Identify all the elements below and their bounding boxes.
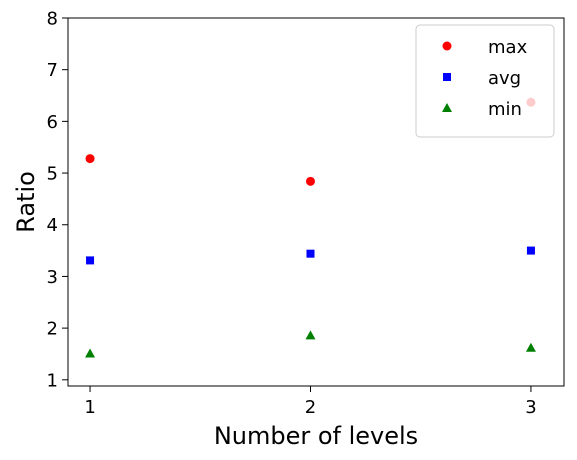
legend-marker-max [442,41,452,51]
y-tick-label: 8 [47,9,58,30]
legend-label-avg: avg [488,68,521,89]
data-point-max [305,176,315,186]
x-tick-label: 3 [525,397,536,418]
legend: max avg min [415,24,555,138]
plot-area: 1 2 3 1 2 3 4 5 6 7 8 [47,9,537,419]
axes-frame [67,17,565,387]
data-point-avg [86,256,95,265]
data-point-avg [526,246,535,255]
y-tick-label: 3 [47,267,58,288]
y-tick-label: 5 [47,164,58,185]
y-tick-label: 7 [47,60,58,81]
data-point-min [305,330,316,340]
data-point-avg [306,249,315,258]
x-tick-label: 2 [305,397,316,418]
y-tick-label: 1 [47,370,58,391]
legend-marker-avg [443,73,451,81]
legend-label-max: max [488,37,528,58]
legend-label-min: min [488,99,522,120]
y-axis-label: Ratio [12,171,40,233]
y-tick-label: 2 [47,319,58,340]
data-point-max [85,154,95,164]
y-tick-label: 6 [47,112,58,133]
y-tick-label: 4 [47,215,58,236]
data-point-min [85,348,96,358]
legend-box [415,24,555,138]
data-point-min [525,342,536,352]
legend-marker-min [442,103,452,112]
x-axis-label: Number of levels [214,422,418,450]
x-tick-label: 1 [84,397,95,418]
